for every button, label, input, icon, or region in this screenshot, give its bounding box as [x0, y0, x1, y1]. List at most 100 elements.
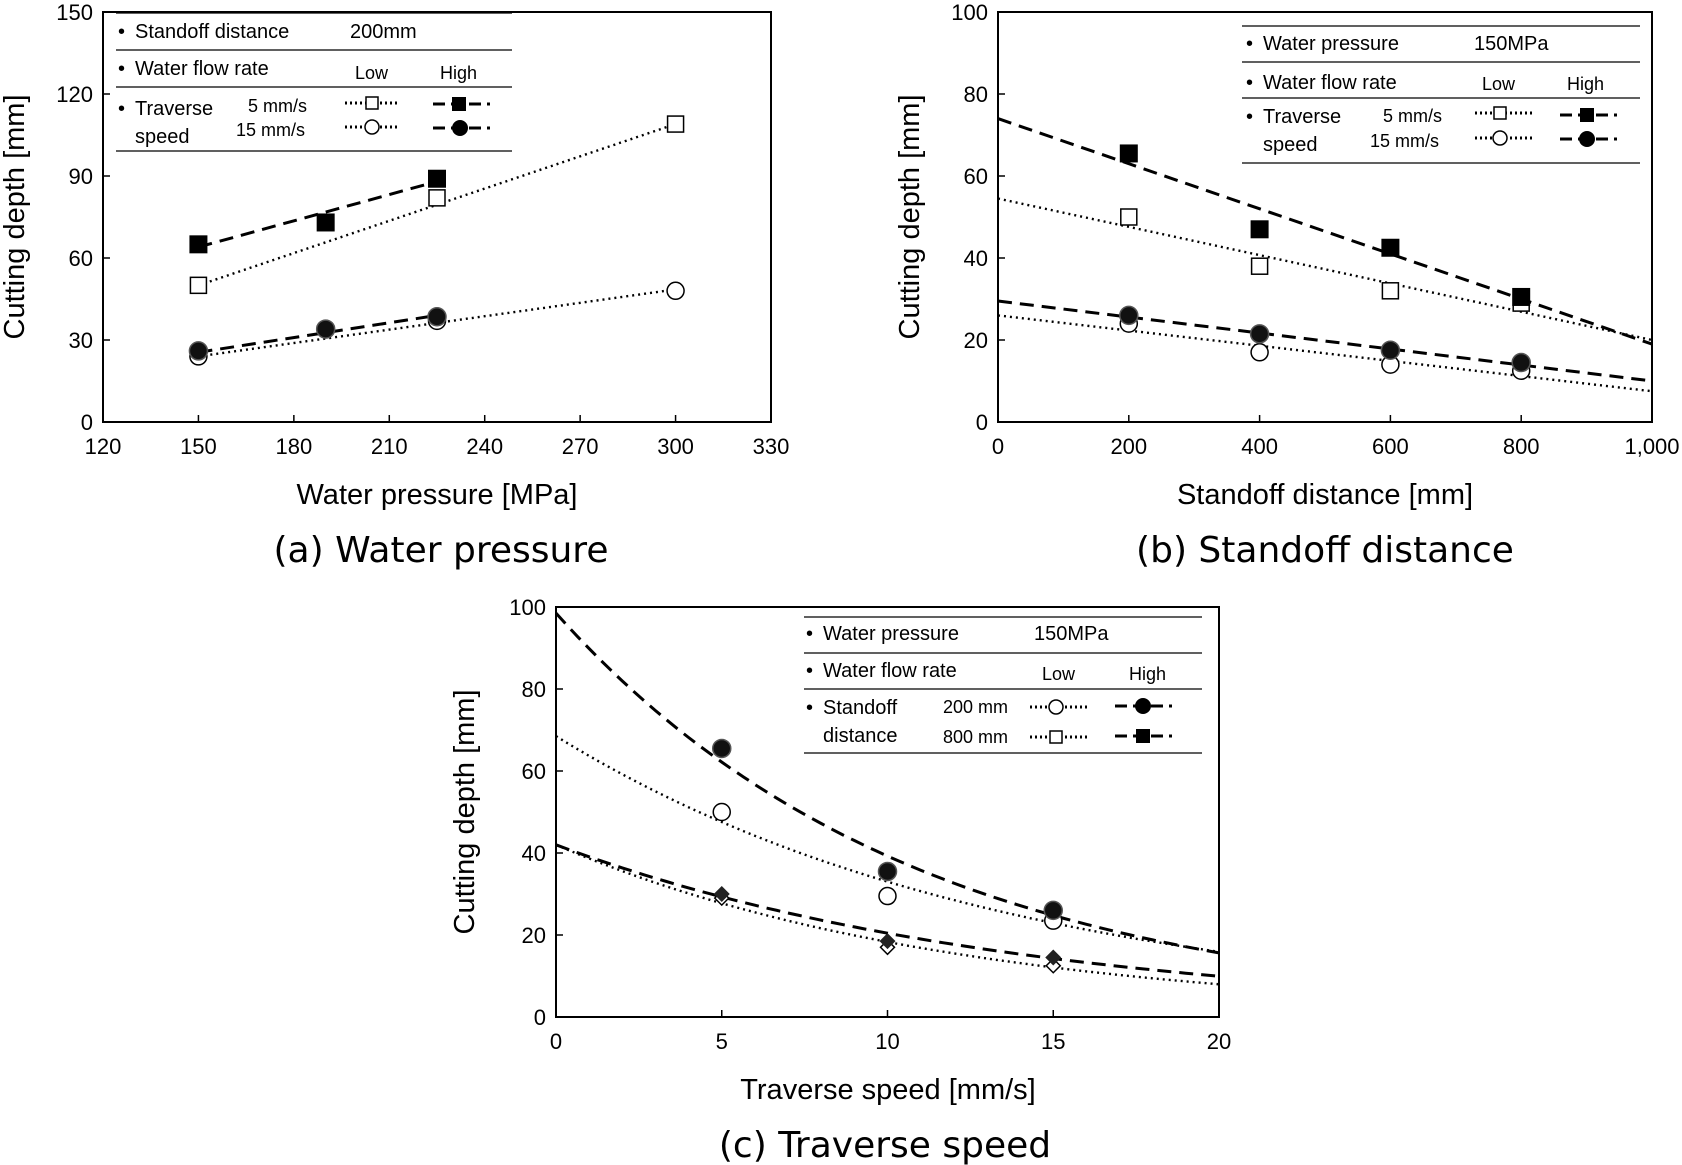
- y-axis-label: Cutting depth [mm]: [894, 95, 926, 340]
- legend-marker-square-open: [1493, 106, 1507, 120]
- legend-row3-label-1: Standoff: [823, 697, 898, 719]
- data-point-square-open: [1381, 282, 1400, 300]
- data-point-square-open: [666, 115, 685, 133]
- legend-item-1: 5 mm/s: [1383, 106, 1442, 126]
- x-tick-label: 0: [550, 1029, 562, 1054]
- caption: (a) Water pressure: [274, 530, 609, 571]
- trend-line: [997, 117, 1653, 346]
- data-point-diamond-filled: [713, 886, 730, 902]
- legend-bullet: •: [806, 623, 813, 645]
- legend-marker-square-filled: [1580, 108, 1594, 122]
- data-point-circle-filled: [1249, 324, 1270, 344]
- data-point-square-open: [189, 276, 208, 295]
- y-tick-label: 40: [964, 246, 988, 271]
- y-tick-label: 60: [964, 164, 988, 189]
- data-point-square-filled: [428, 169, 446, 188]
- legend-bullet: •: [1246, 106, 1253, 128]
- legend-row3-label-1: Traverse: [1263, 106, 1341, 128]
- legend-marker-circle-open: [1048, 699, 1064, 715]
- legend-row1-value: 150MPa: [1474, 33, 1549, 55]
- y-tick-label: 0: [534, 1005, 546, 1030]
- legend-high: High: [1567, 74, 1604, 94]
- legend-marker-square-filled: [452, 97, 466, 111]
- data-point-diamond-open: [1045, 957, 1062, 974]
- x-tick-label: 300: [657, 434, 694, 459]
- y-tick-label: 20: [964, 328, 988, 353]
- legend-row1-value: 200mm: [350, 21, 417, 43]
- legend-marker-circle-open: [1492, 130, 1508, 146]
- x-axis-label: Standoff distance [mm]: [1177, 479, 1473, 511]
- legend-row1-label: Water pressure: [1263, 33, 1399, 55]
- x-tick-label: 10: [875, 1029, 899, 1054]
- x-tick-label: 400: [1241, 434, 1278, 459]
- legend-marker-circle-filled: [1135, 698, 1151, 714]
- x-axis-label: Traverse speed [mm/s]: [740, 1074, 1035, 1106]
- data-point-square-open: [1250, 257, 1269, 275]
- data-point-circle-filled: [1043, 900, 1063, 921]
- legend-item-2: 800 mm: [943, 727, 1008, 747]
- data-point-circle-filled: [315, 319, 336, 339]
- legend-row3-label-2: distance: [823, 725, 898, 747]
- data-point-circle-filled: [712, 738, 732, 759]
- legend-row3-label-2: speed: [1263, 134, 1318, 156]
- y-tick-label: 80: [964, 82, 988, 107]
- y-tick-label: 90: [69, 164, 93, 189]
- trend-line: [554, 612, 1220, 955]
- legend-bullet: •: [1246, 72, 1253, 94]
- chart-standoff-distance: 0 200 400 600 800 1,000 0 20 40 60 80 100 • • • Wat…: [894, 0, 1680, 571]
- x-tick-label: 180: [275, 434, 312, 459]
- data-point-circle-filled: [1511, 352, 1531, 373]
- legend-marker-square-open: [1049, 730, 1063, 744]
- y-tick-label: 60: [522, 759, 546, 784]
- legend-bullet: •: [118, 58, 125, 80]
- y-tick-label: 40: [522, 841, 546, 866]
- legend-bullet: •: [1246, 33, 1253, 55]
- legend-item-1: 5 mm/s: [248, 96, 307, 116]
- legend-row2-label: Water flow rate: [823, 660, 957, 682]
- data-point-circle-open: [878, 886, 897, 906]
- data-point-square-open: [1120, 208, 1138, 226]
- legend-bullet: •: [118, 98, 125, 120]
- x-tick-label: 15: [1041, 1029, 1065, 1054]
- x-tick-label: 800: [1503, 434, 1540, 459]
- trend-line: [997, 197, 1653, 342]
- legend-row3-label-1: Traverse: [135, 98, 213, 120]
- x-axis-label: Water pressure [MPa]: [297, 479, 578, 511]
- y-tick-label: 0: [81, 410, 93, 435]
- legend-row2-label: Water flow rate: [1263, 72, 1397, 94]
- y-tick-label: 120: [56, 82, 93, 107]
- y-tick-label: 30: [69, 328, 93, 353]
- data-point-diamond-filled: [1045, 949, 1062, 966]
- data-point-square-filled: [316, 213, 335, 232]
- y-tick-label: 0: [976, 410, 988, 435]
- y-axis-label: Cutting depth [mm]: [449, 690, 481, 935]
- legend-high: High: [440, 63, 477, 83]
- x-tick-label: 210: [371, 434, 408, 459]
- y-axis-label: Cutting depth [mm]: [0, 95, 31, 340]
- y-tick-label: 150: [56, 0, 93, 25]
- x-tick-label: 330: [753, 434, 790, 459]
- legend-item-2: 15 mm/s: [1370, 131, 1439, 151]
- trend-line: [555, 735, 1220, 953]
- legend-marker-circle-filled: [1579, 131, 1595, 147]
- x-tick-label: 200: [1110, 434, 1147, 459]
- data-point-circle-open: [712, 802, 731, 822]
- legend-row2-label: Water flow rate: [135, 58, 269, 80]
- data-point-diamond-filled: [879, 933, 896, 950]
- data-point-circle-filled: [188, 341, 209, 361]
- y-tick-label: 100: [509, 595, 546, 620]
- x-tick-label: 270: [562, 434, 599, 459]
- data-point-circle-filled: [1119, 305, 1139, 326]
- caption: (c) Traverse speed: [719, 1125, 1051, 1165]
- data-point-circle-open: [1250, 343, 1269, 362]
- legend-item-1: 200 mm: [943, 697, 1008, 717]
- x-tick-label: 20: [1207, 1029, 1231, 1054]
- legend-low: Low: [1042, 664, 1076, 684]
- legend-marker-square-open: [365, 96, 379, 110]
- legend-low: Low: [1482, 74, 1516, 94]
- legend-row1-label: Water pressure: [823, 623, 959, 645]
- data-point-circle-filled: [877, 861, 898, 882]
- data-point-circle-filled: [1380, 340, 1401, 360]
